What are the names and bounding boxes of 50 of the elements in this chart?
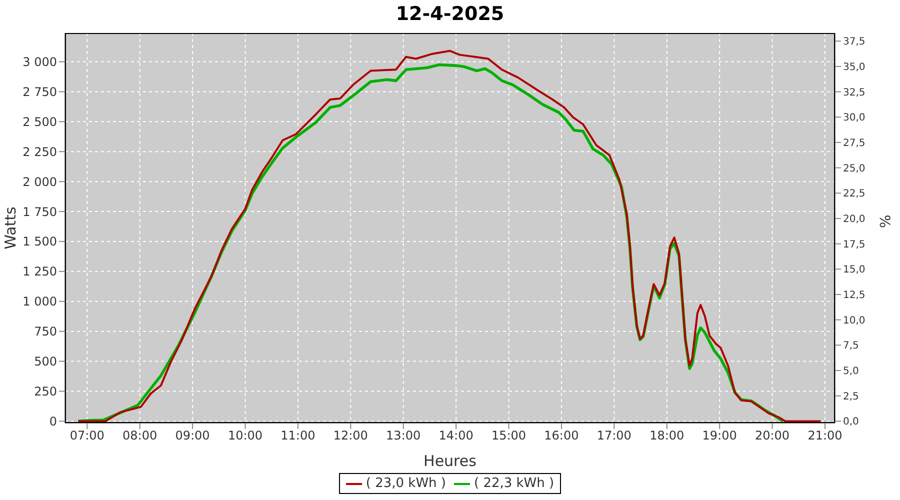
y2-tick-label: 5,0	[843, 366, 859, 378]
y-tick-label: 1 500	[22, 234, 57, 249]
y-tick-label: 2 000	[22, 174, 57, 189]
chart-title: 12-4-2025	[394, 2, 506, 27]
x-tick-label: 16:00	[544, 428, 579, 443]
x-tick-label: 12:00	[333, 428, 368, 443]
x-tick-label: 07:00	[70, 428, 104, 443]
y-tick-label: 0	[49, 414, 57, 428]
y2-tick-label: 25,0	[843, 163, 866, 174]
y-tick-label: 3 000	[22, 55, 57, 70]
y-tick-label: 1 000	[22, 294, 57, 309]
y-tick-label: 2 750	[22, 84, 57, 99]
y2-tick-label: 35,0	[843, 62, 866, 73]
y2-tick-label: 10,0	[843, 315, 866, 326]
y-tick-label: 2 500	[22, 114, 57, 129]
x-tick-label: 13:00	[386, 428, 421, 443]
y2-tick-label: 15,0	[843, 264, 866, 276]
legend-label: ( 22,3 kWh )	[474, 476, 554, 491]
x-tick-label: 15:00	[491, 428, 526, 443]
y-tick-label: 750	[34, 324, 57, 339]
x-tick-label: 20:00	[754, 428, 790, 443]
y2-axis-title: %	[876, 214, 892, 228]
y2-tick-label: 32,5	[843, 87, 866, 98]
y2-tick-label: 12,5	[843, 290, 866, 302]
y2-tick-label: 20,0	[843, 214, 866, 226]
y2-tick-label: 37,5	[843, 36, 866, 48]
y2-tick-label: 17,5	[843, 239, 866, 250]
x-tick-label: 19:00	[702, 428, 737, 443]
y-tick-label: 1 750	[22, 204, 57, 219]
y-tick-label: 1 250	[22, 264, 57, 279]
y-tick-label: 250	[34, 384, 57, 399]
y-tick-label: 2 250	[22, 144, 57, 159]
x-tick-label: 10:00	[228, 428, 263, 443]
y2-tick-label: 27,5	[843, 138, 866, 150]
x-tick-label: 18:00	[650, 428, 684, 443]
y2-tick-label: 0,0	[843, 416, 859, 428]
x-tick-label: 11:00	[280, 428, 316, 443]
y-axis-title: Watts	[1, 206, 20, 250]
x-axis-title: Heures	[424, 452, 477, 470]
x-tick-label: 14:00	[438, 428, 474, 443]
legend-label: ( 23,0 kWh )	[366, 476, 446, 491]
y2-tick-label: 7,5	[843, 340, 859, 352]
x-tick-label: 21:00	[808, 428, 842, 443]
y2-tick-label: 22,5	[843, 188, 866, 200]
y2-tick-label: 30,0	[843, 112, 866, 124]
x-tick-label: 17:00	[596, 428, 632, 443]
y2-tick-label: 2,5	[843, 391, 859, 402]
y-tick-label: 500	[34, 354, 57, 369]
x-tick-label: 09:00	[175, 428, 210, 443]
x-tick-label: 08:00	[122, 428, 158, 443]
